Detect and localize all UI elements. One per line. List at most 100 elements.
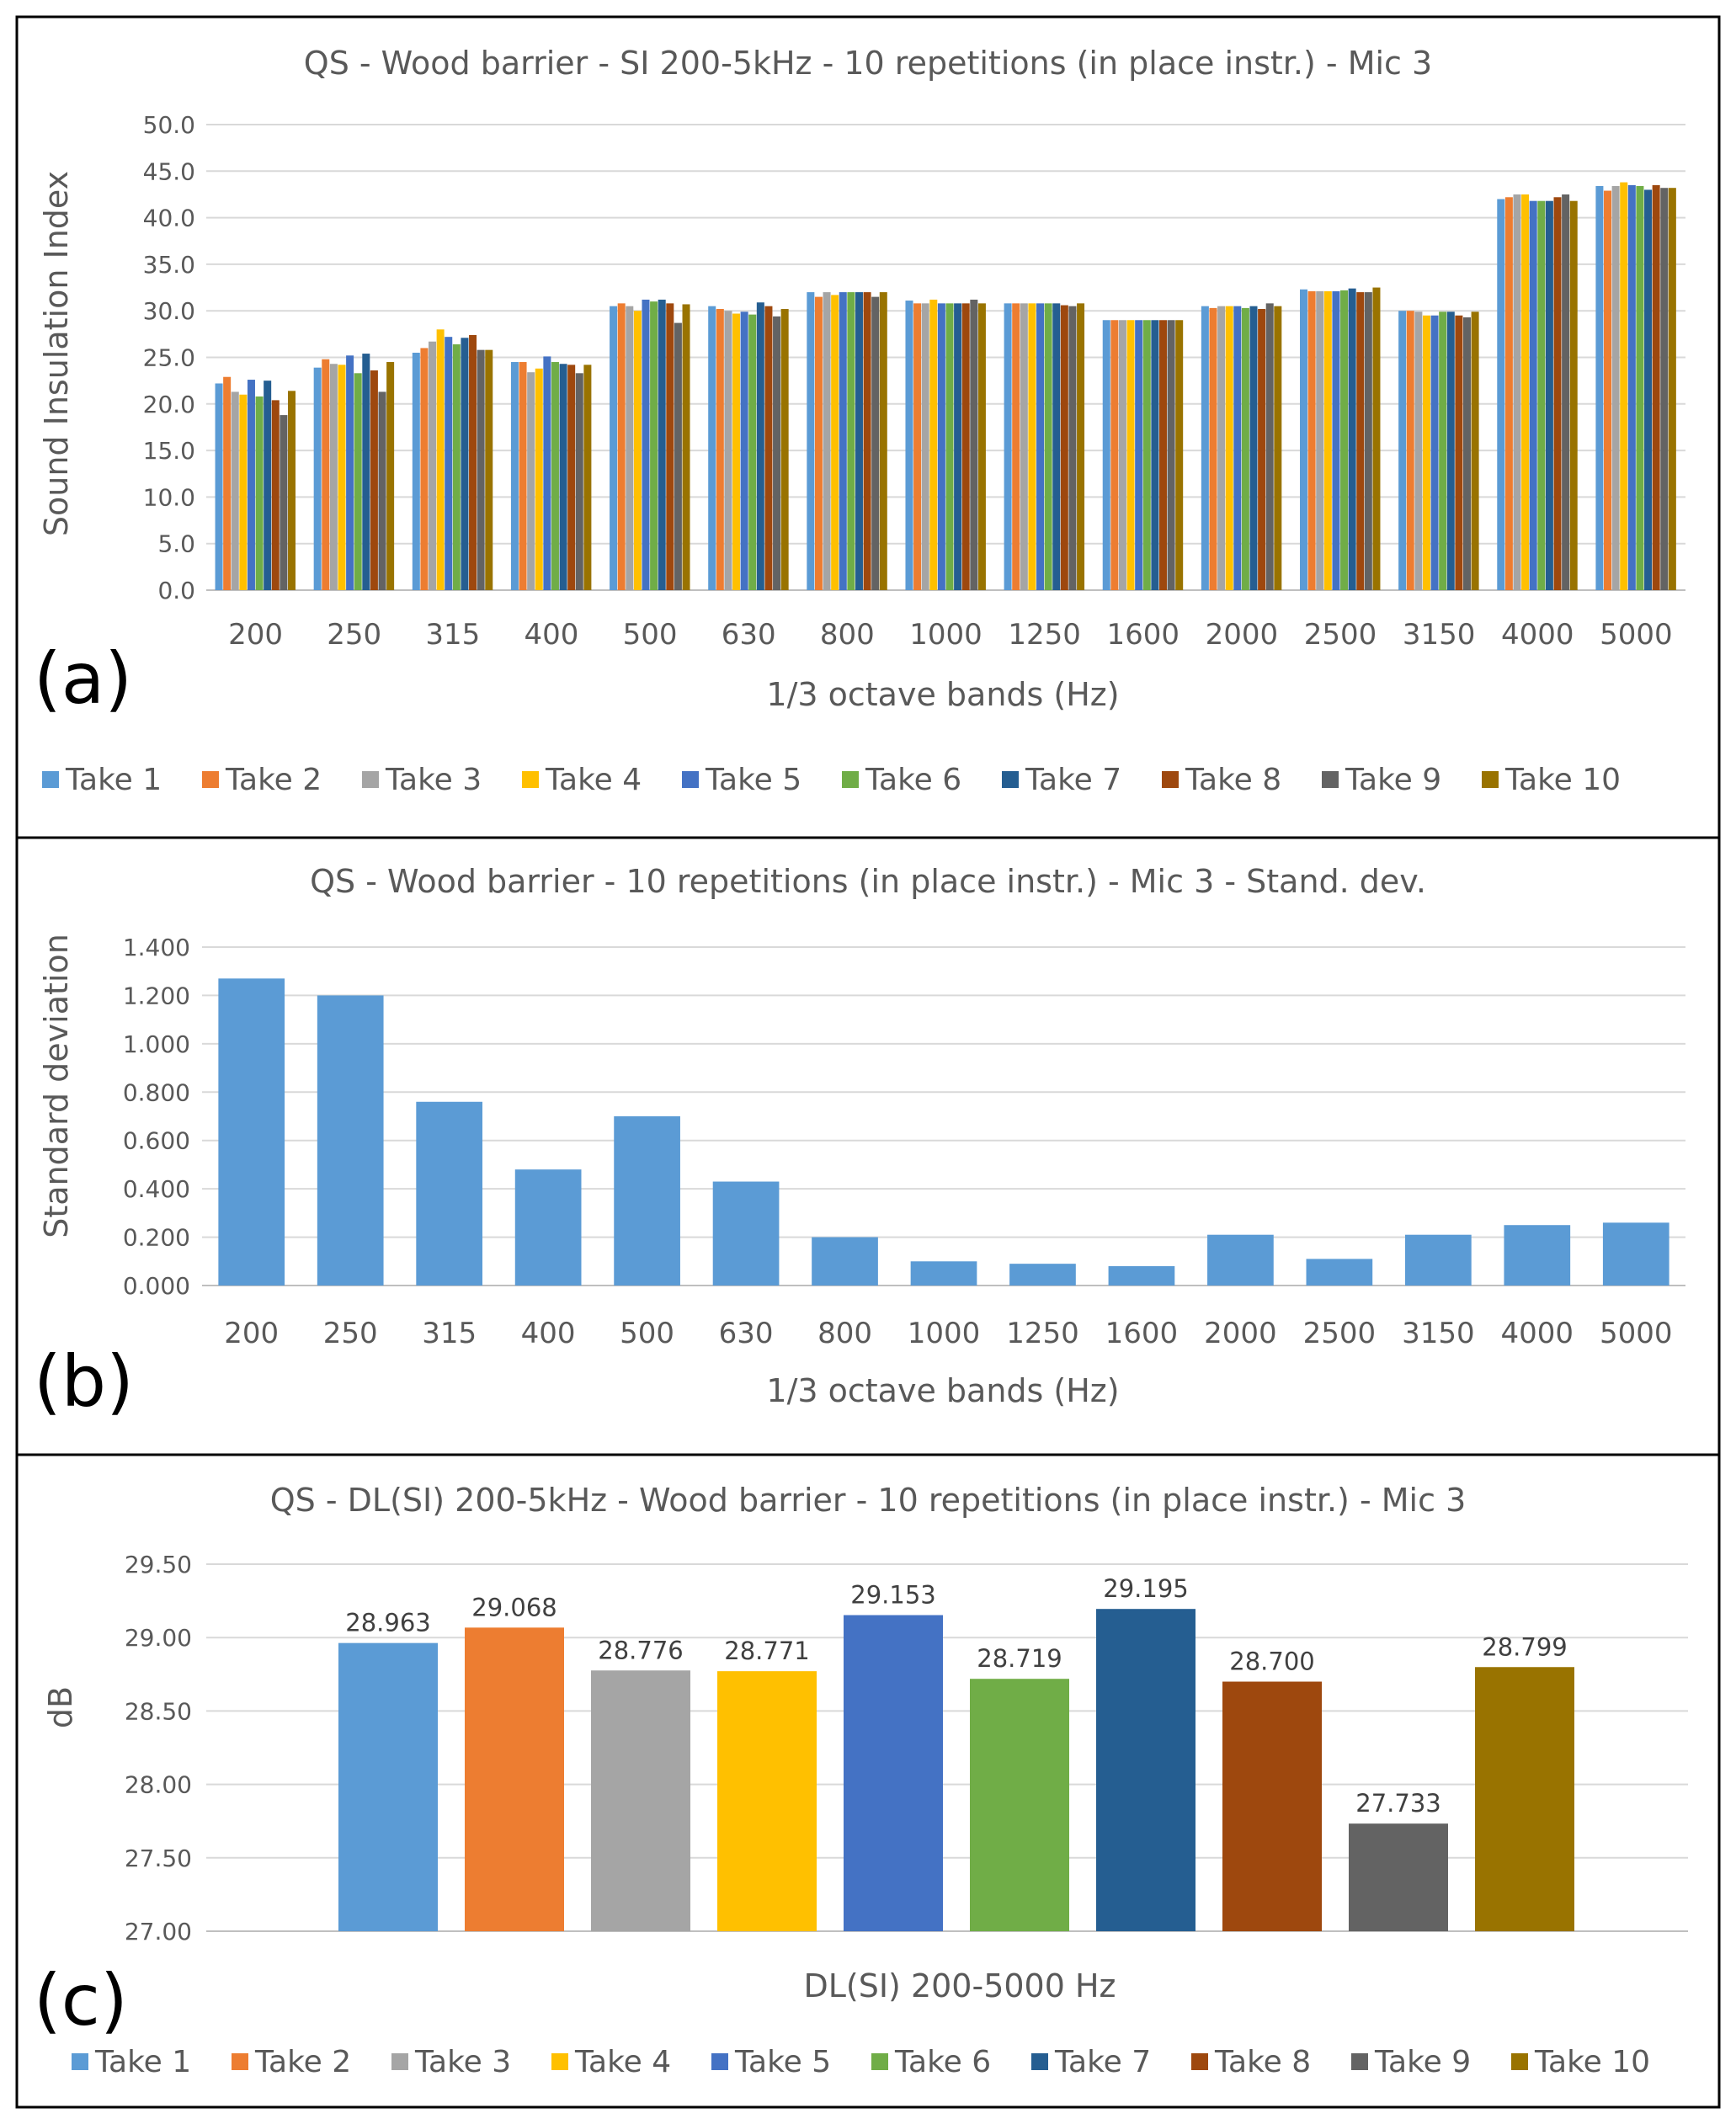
chart-c-bar xyxy=(338,1642,438,1931)
chart-a-ytick-label: 5.0 xyxy=(157,530,195,558)
chart-a-bar xyxy=(1052,303,1061,590)
chart-a-bar xyxy=(1142,320,1151,590)
chart-a-bar xyxy=(807,292,815,590)
chart-a-bar xyxy=(666,303,674,590)
chart-a-bar xyxy=(970,299,978,590)
chart-a-bar xyxy=(1406,311,1414,590)
legend-c-label: Take 7 xyxy=(1054,2045,1151,2079)
chart-b-bar xyxy=(1108,1266,1175,1286)
chart-b-xtick-label: 2000 xyxy=(1204,1317,1277,1350)
chart-a-bar xyxy=(1004,303,1012,590)
chart-a-bar xyxy=(740,311,748,590)
chart-a-bar xyxy=(1356,292,1365,590)
legend-c-label: Take 3 xyxy=(414,2045,511,2079)
chart-a-ytick-label: 45.0 xyxy=(143,157,195,185)
legend-a-label: Take 6 xyxy=(865,763,961,797)
chart-a-bar xyxy=(650,301,658,590)
chart-a-bar xyxy=(370,370,378,590)
chart-a-bar xyxy=(1553,197,1562,590)
legend-a-label: Take 4 xyxy=(545,763,642,797)
chart-a-xtick-label: 4000 xyxy=(1501,618,1574,652)
chart-a-bar xyxy=(708,306,716,590)
legend-a-swatch xyxy=(42,771,59,788)
chart-a-bar xyxy=(831,295,839,590)
chart-a-bar xyxy=(362,354,370,590)
chart-a-bar xyxy=(247,380,255,590)
chart-b-xtick-label: 800 xyxy=(817,1317,872,1350)
chart-a-bar xyxy=(1471,311,1479,590)
chart-a-bar xyxy=(412,352,420,590)
chart-a-bar xyxy=(823,292,831,590)
chart-a-bar xyxy=(1537,200,1546,590)
chart-a-xtick-label: 800 xyxy=(820,618,875,652)
chart-c-plot: 27.00 27.50 28.00 28.50 29.00 29.50 28.963 29.0… xyxy=(125,1551,1688,1946)
chart-b-xtick-label: 3150 xyxy=(1402,1317,1475,1350)
chart-c-data-label: 28.799 xyxy=(1482,1632,1567,1661)
chart-b-ytick-label: 1.400 xyxy=(123,934,190,961)
chart-a-bar xyxy=(814,296,823,590)
chart-a-bar xyxy=(1455,315,1463,590)
chart-b-ytick-label: 0.400 xyxy=(123,1175,190,1203)
chart-a-ytick-label: 25.0 xyxy=(143,344,195,372)
chart-a-bar xyxy=(1569,200,1578,590)
legend-a-label: Take 7 xyxy=(1025,763,1121,797)
chart-b-ytick-label: 1.200 xyxy=(123,982,190,1009)
chart-b-xtick-label: 5000 xyxy=(1600,1317,1673,1350)
legend-c-label: Take 9 xyxy=(1374,2045,1471,2079)
chart-a-xtick-label: 3150 xyxy=(1403,618,1476,652)
chart-a-xtick-label: 200 xyxy=(228,618,283,652)
chart-c-bar xyxy=(1349,1823,1448,1931)
chart-a-ytick-label: 35.0 xyxy=(143,251,195,279)
chart-a-bar xyxy=(773,316,781,590)
chart-a-ytick-label: 10.0 xyxy=(143,483,195,511)
chart-a-ytick-label: 50.0 xyxy=(143,111,195,139)
chart-c-data-label: 29.068 xyxy=(471,1593,556,1621)
legend-a-swatch xyxy=(1162,771,1179,788)
chart-a-bar xyxy=(215,383,223,590)
legend-c-label: Take 8 xyxy=(1214,2045,1311,2079)
chart-a-bar xyxy=(1668,188,1676,590)
chart-a-bar xyxy=(1158,320,1167,590)
chart-a-bar xyxy=(921,303,929,590)
panel-c-frame xyxy=(15,1453,1721,2109)
legend-a-swatch xyxy=(202,771,219,788)
chart-a-bar xyxy=(1644,189,1653,591)
chart-a-bar xyxy=(1118,320,1126,590)
chart-c-bar xyxy=(844,1615,943,1931)
chart-c-ytick-label: 27.00 xyxy=(125,1918,192,1946)
chart-a-bar xyxy=(1364,292,1372,590)
chart-a-bar xyxy=(642,299,650,590)
chart-b-xtick-label: 630 xyxy=(719,1317,774,1350)
chart-a-bar xyxy=(1430,315,1439,590)
chart-a-bar xyxy=(567,365,576,590)
chart-c-ytick-label: 28.50 xyxy=(125,1697,192,1725)
chart-c-data-label: 29.153 xyxy=(850,1581,935,1610)
chart-b-xtick-label: 1600 xyxy=(1105,1317,1179,1350)
chart-a-xtick-label: 1000 xyxy=(909,618,982,652)
chart-b-ytick-label: 0.600 xyxy=(123,1127,190,1155)
chart-a-bar xyxy=(1332,290,1340,590)
chart-a-bar xyxy=(1300,289,1308,590)
chart-a-xtick-label: 250 xyxy=(327,618,381,652)
chart-b-xtick-label: 1000 xyxy=(908,1317,981,1350)
chart-b-xlabel: 1/3 octave bands (Hz) xyxy=(766,1372,1119,1409)
chart-a-bar xyxy=(378,391,386,590)
chart-c-data-label: 27.733 xyxy=(1355,1789,1440,1818)
legend-c-label: Take 10 xyxy=(1534,2045,1650,2079)
chart-a-bar xyxy=(239,394,248,590)
chart-b-xtick-label: 4000 xyxy=(1501,1317,1574,1350)
chart-a-bar xyxy=(1652,184,1660,590)
chart-b-plot: 0.000 0.200 0.400 0.600 0.800 1.000 1.200 1.400… xyxy=(123,934,1685,1350)
legend-c-swatch xyxy=(391,2053,408,2070)
chart-a-bar xyxy=(329,364,338,590)
chart-c-data-label: 28.700 xyxy=(1229,1648,1314,1676)
panel-a-label: (a) xyxy=(34,637,132,720)
legend-a-label: Take 2 xyxy=(225,763,322,797)
chart-a-bar xyxy=(937,303,945,590)
chart-a-bar xyxy=(674,322,682,590)
legend-c-swatch xyxy=(1351,2053,1368,2070)
chart-a-bar xyxy=(626,306,634,590)
chart-a-legend: Take 1 Take 2 Take 3 Take 4 Take 5 Take 6 Take… xyxy=(42,763,1621,797)
chart-a-bar xyxy=(452,344,461,590)
